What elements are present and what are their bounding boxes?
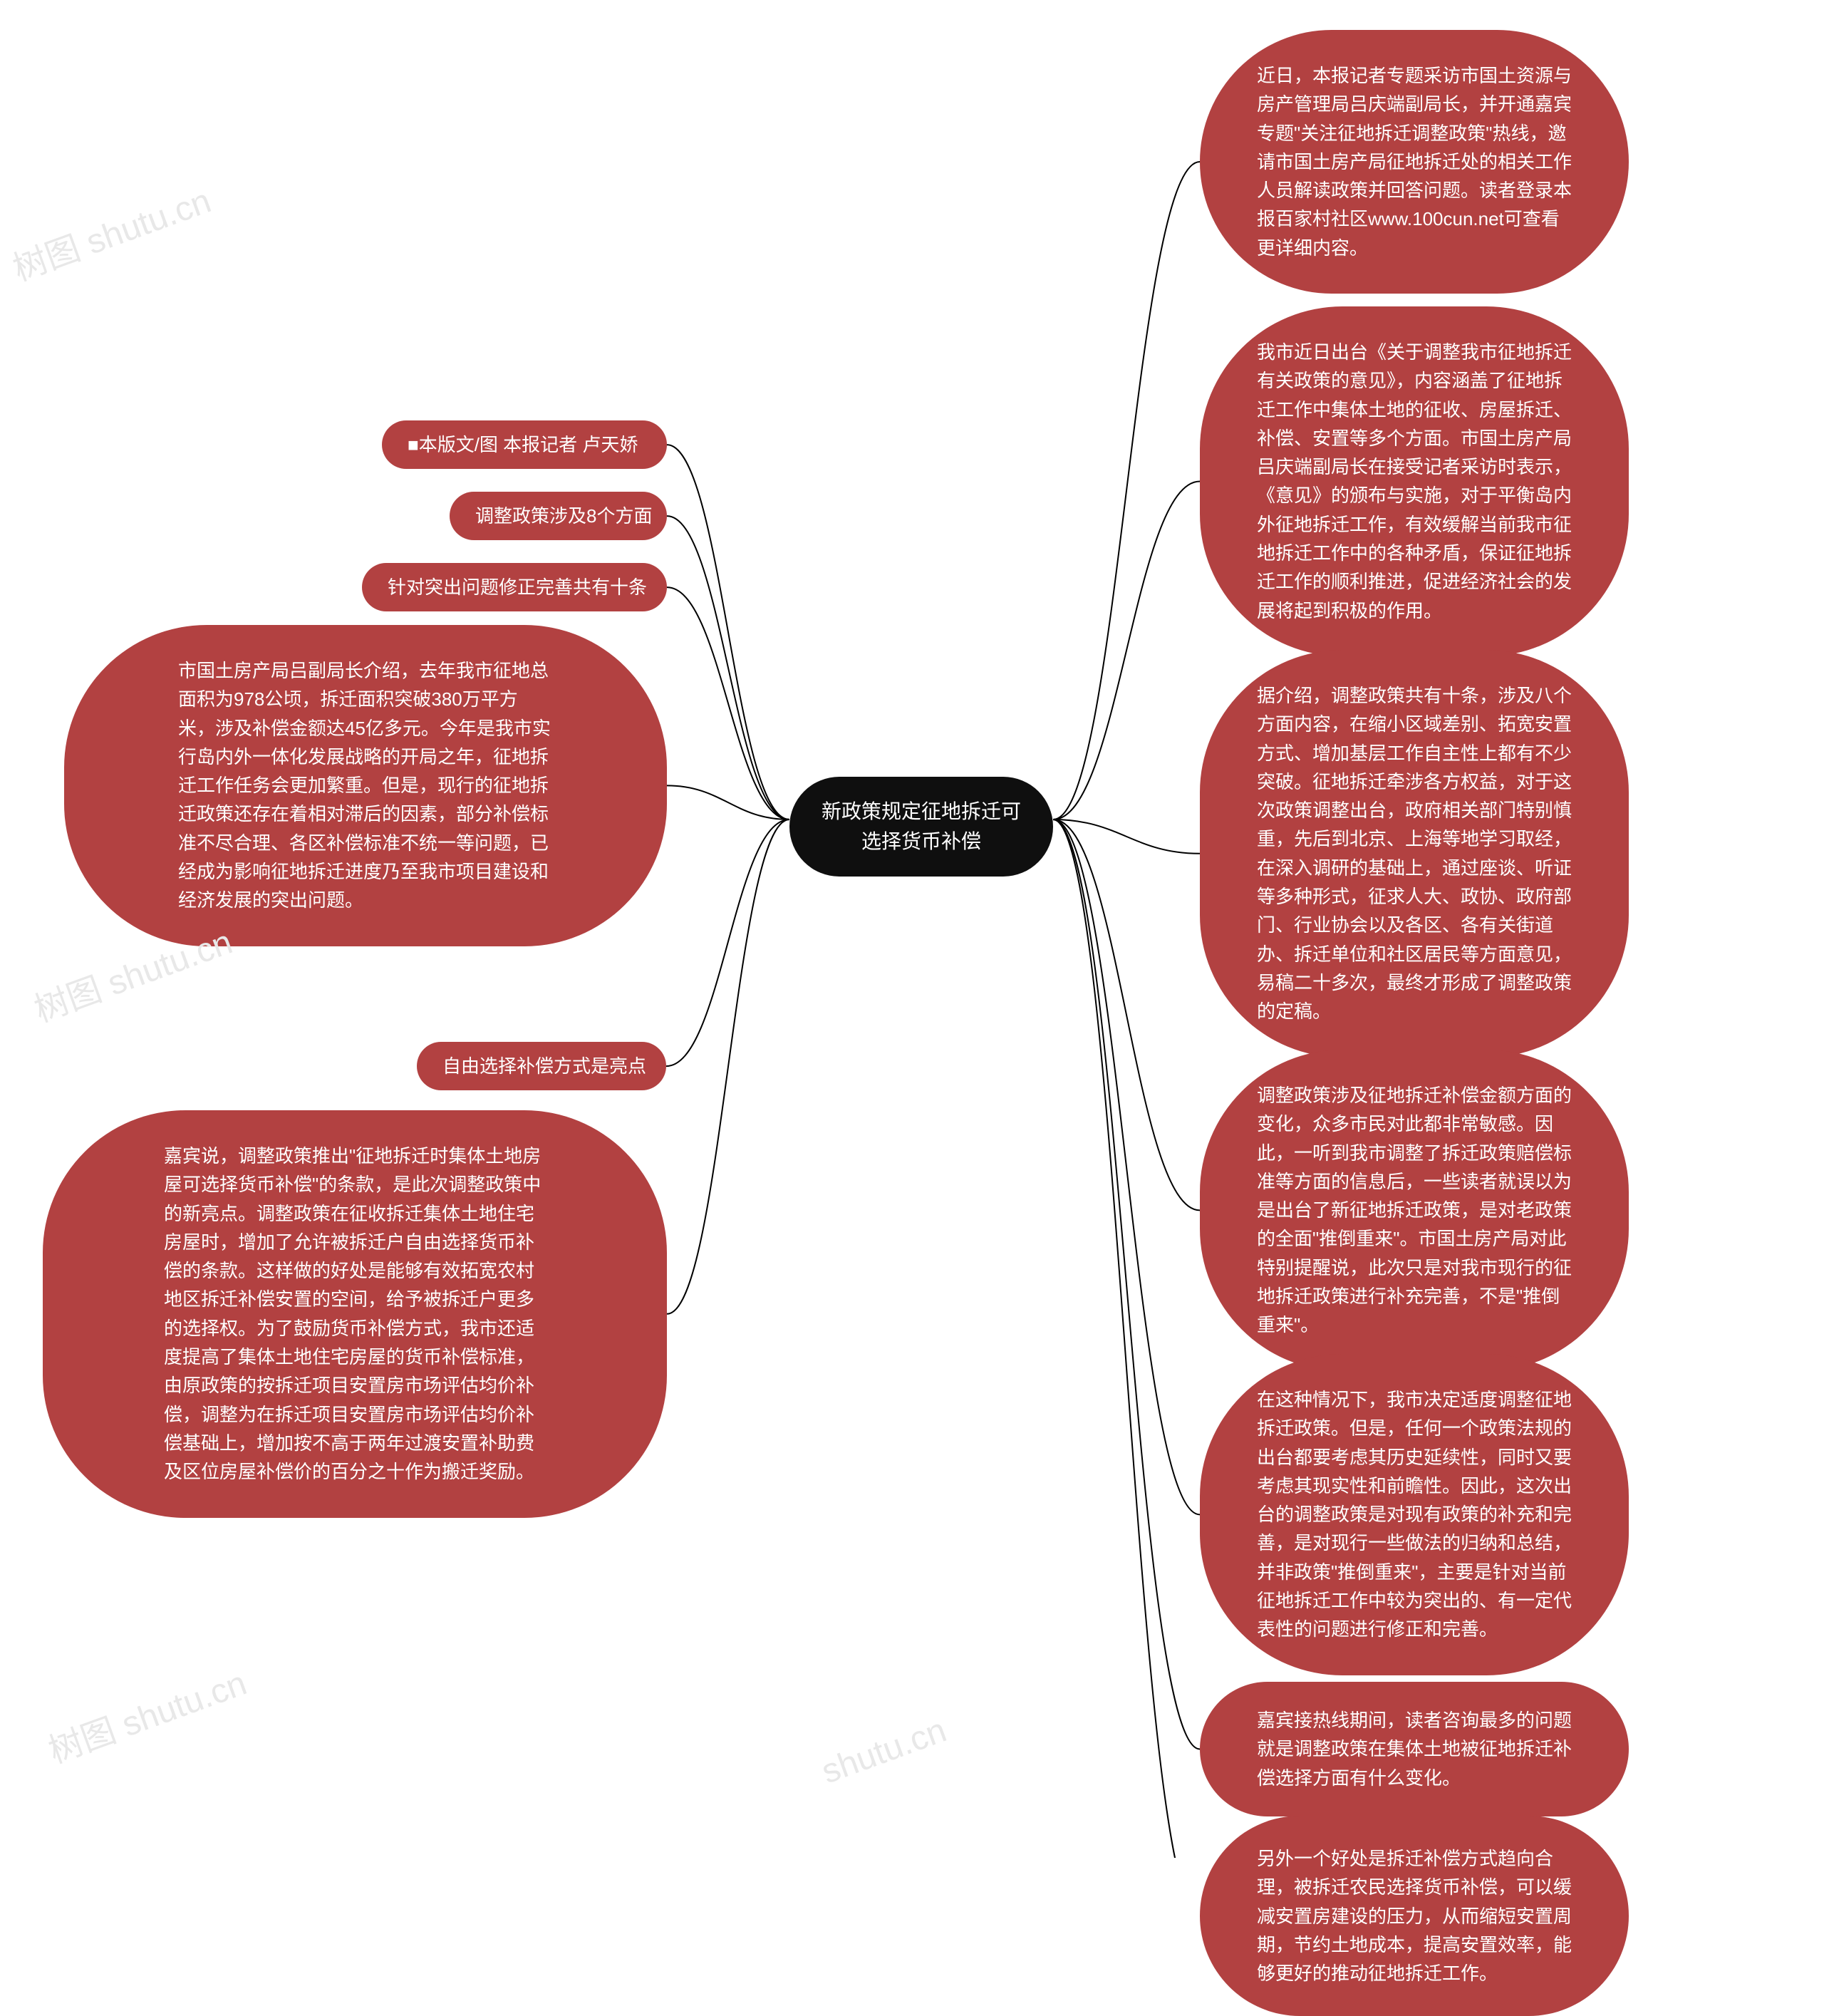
mindmap-node: 在这种情况下，我市决定适度调整征地拆迁政策。但是，任何一个政策法规的出台都要考虑… xyxy=(1200,1354,1629,1675)
mindmap-node: 另外一个好处是拆迁补偿方式趋向合理，被拆迁农民选择货币补偿，可以缓减安置房建设的… xyxy=(1200,1816,1629,2016)
mindmap-node: 嘉宾接热线期间，读者咨询最多的问题就是调整政策在集体土地被征地拆迁补偿选择方面有… xyxy=(1200,1682,1629,1816)
watermark: 树图 shutu.cn xyxy=(5,172,217,290)
mindmap-edge xyxy=(666,820,789,1066)
mindmap-node: 调整政策涉及征地拆迁补偿金额方面的变化，众多市民对此都非常敏感。因此，一听到我市… xyxy=(1200,1050,1629,1371)
mindmap-node: 嘉宾说，调整政策推出"征地拆迁时集体土地房屋可选择货币补偿"的条款，是此次调整政… xyxy=(43,1110,667,1518)
mindmap-node: 据介绍，调整政策共有十条，涉及八个方面内容，在缩小区域差别、拓宽安置方式、增加基… xyxy=(1200,650,1629,1058)
mindmap-edge xyxy=(1053,820,1200,1514)
mindmap-edge xyxy=(667,820,789,1314)
mindmap-node: ■本版文/图 本报记者 卢天娇 xyxy=(382,420,667,469)
mindmap-edge xyxy=(667,516,789,820)
mindmap-node: 近日，本报记者专题采访市国土资源与房产管理局吕庆端副局长，并开通嘉宾专题"关注征… xyxy=(1200,30,1629,294)
mindmap-node: 市国土房产局吕副局长介绍，去年我市征地总面积为978公顷，拆迁面积突破380万平… xyxy=(64,625,667,946)
center-node: 新政策规定征地拆迁可选择货币补偿 xyxy=(789,777,1053,877)
watermark: 树图 shutu.cn xyxy=(41,1655,252,1772)
mindmap-node: 调整政策涉及8个方面 xyxy=(450,492,667,540)
mindmap-edge xyxy=(1053,820,1200,1749)
mindmap-edge xyxy=(667,587,789,820)
mindmap-edge xyxy=(1053,820,1200,1858)
mindmap-edge xyxy=(1053,162,1200,820)
mindmap-edge xyxy=(667,445,789,820)
mindmap-node: 我市近日出台《关于调整我市征地拆迁有关政策的意见》，内容涵盖了征地拆迁工作中集体… xyxy=(1200,306,1629,656)
mindmap-edge xyxy=(1053,820,1200,854)
mindmap-edge xyxy=(667,785,789,820)
mindmap-node: 针对突出问题修正完善共有十条 xyxy=(362,563,667,611)
mindmap-edge xyxy=(1053,820,1200,1210)
watermark: shutu.cn xyxy=(817,1711,951,1792)
mindmap-node: 自由选择补偿方式是亮点 xyxy=(417,1042,666,1090)
mindmap-edge xyxy=(1053,481,1200,820)
